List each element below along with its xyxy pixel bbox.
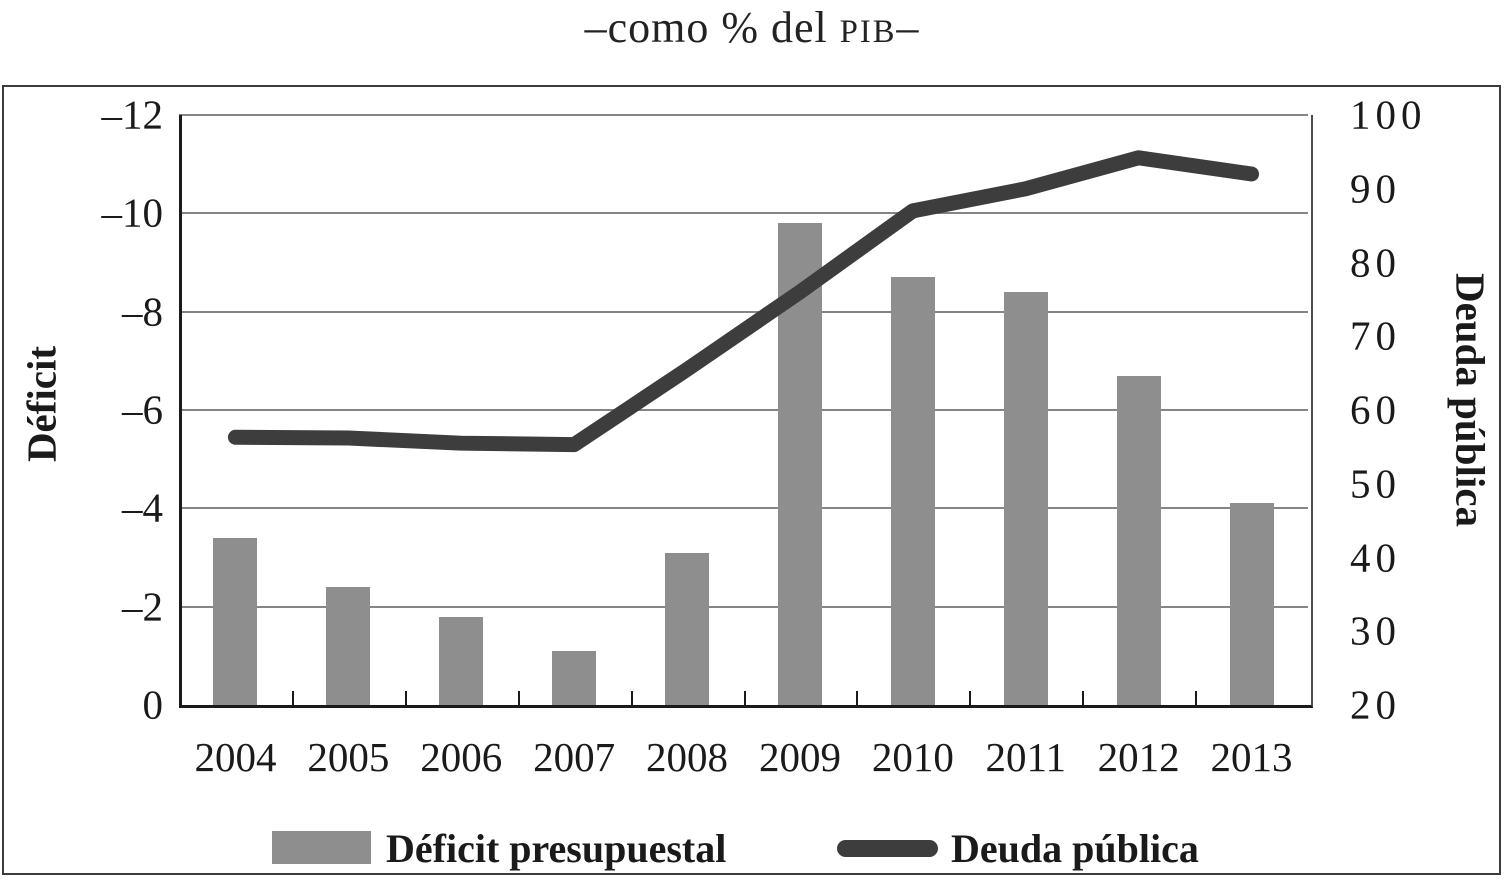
- right-axis-tick-label: 30: [1350, 607, 1401, 654]
- deficit-bar-2013: [1229, 503, 1274, 705]
- gridline: [179, 409, 1308, 411]
- deficit-bar-2008: [665, 552, 710, 705]
- right-axis-tick-label: 60: [1350, 386, 1401, 433]
- x-axis-label-2005: 2005: [307, 734, 390, 780]
- debt-line-layer: [227, 150, 1260, 453]
- chart-border-box: [2, 85, 1501, 875]
- gridline: [179, 507, 1308, 510]
- right-axis-tick-label: 50: [1350, 460, 1401, 507]
- right-axis-tick-label: 40: [1350, 534, 1401, 580]
- x-axis-label-2006: 2006: [420, 734, 503, 780]
- x-axis-tick: [1195, 691, 1198, 705]
- right-axis-tick-label: 20: [1350, 681, 1401, 728]
- x-axis-label-2004: 2004: [194, 734, 277, 780]
- x-axis-tick: [856, 691, 859, 705]
- debt-line: [227, 150, 1260, 453]
- x-axis-label-2009: 2009: [758, 734, 841, 780]
- left-axis-tick-label: –10: [101, 189, 164, 236]
- legend-label-deficit: Déficit presupuestal: [386, 826, 727, 871]
- deficit-bar-2004: [213, 537, 258, 705]
- gridline: [179, 114, 1308, 116]
- x-axis-label-2010: 2010: [871, 734, 954, 780]
- left-axis-tick-label: 0: [142, 681, 164, 728]
- left-axis-tick-label: –8: [122, 288, 163, 335]
- right-axis-tick-label: 90: [1350, 165, 1401, 212]
- deficit-bar-2006: [439, 616, 484, 705]
- gridline: [179, 212, 1308, 215]
- x-axis-tick: [630, 691, 633, 705]
- chart-title: –como % del PIB–: [0, 2, 1504, 53]
- x-axis-label-2013: 2013: [1210, 734, 1293, 780]
- left-axis-tick-label: –4: [122, 484, 163, 531]
- chart-title-acronym: PIB: [839, 14, 897, 50]
- x-axis-tick: [1082, 691, 1085, 705]
- chart-title-prefix: –como % del: [584, 3, 840, 52]
- x-axis-tick: [291, 691, 294, 705]
- deficit-bar-2007: [552, 650, 597, 705]
- x-axis-label-2008: 2008: [646, 734, 729, 780]
- deficit-bar-2010: [890, 277, 935, 705]
- deficit-bar-2012: [1116, 375, 1161, 705]
- legend-line-swatch: [837, 840, 938, 857]
- legend-label-deuda: Deuda pública: [951, 826, 1199, 871]
- x-axis-tick: [743, 691, 746, 705]
- left-axis-tick-label: –12: [101, 91, 164, 138]
- right-axis-tick-label: 80: [1350, 239, 1401, 285]
- deficit-bar-2005: [326, 587, 371, 705]
- right-axis-tick-label: 100: [1350, 91, 1427, 138]
- right-axis-tick-label: 70: [1350, 312, 1401, 359]
- x-axis-tick: [517, 691, 520, 705]
- x-axis-tick: [969, 691, 972, 705]
- x-axis-label-2012: 2012: [1097, 734, 1180, 780]
- gridline: [179, 310, 1308, 313]
- gridline: [179, 605, 1308, 608]
- x-axis-label-2007: 2007: [533, 734, 616, 780]
- legend-bar-swatch: [272, 831, 371, 864]
- chart-title-suffix: –: [896, 3, 920, 52]
- right-axis-title: Deuda pública: [1447, 272, 1494, 528]
- x-axis-tick: [404, 691, 407, 705]
- plot-frame: [179, 115, 1313, 708]
- left-axis-tick-label: –2: [122, 583, 163, 630]
- deficit-bar-2011: [1003, 292, 1048, 705]
- left-axis-tick-label: –6: [122, 386, 163, 433]
- x-axis-label-2011: 2011: [985, 734, 1066, 780]
